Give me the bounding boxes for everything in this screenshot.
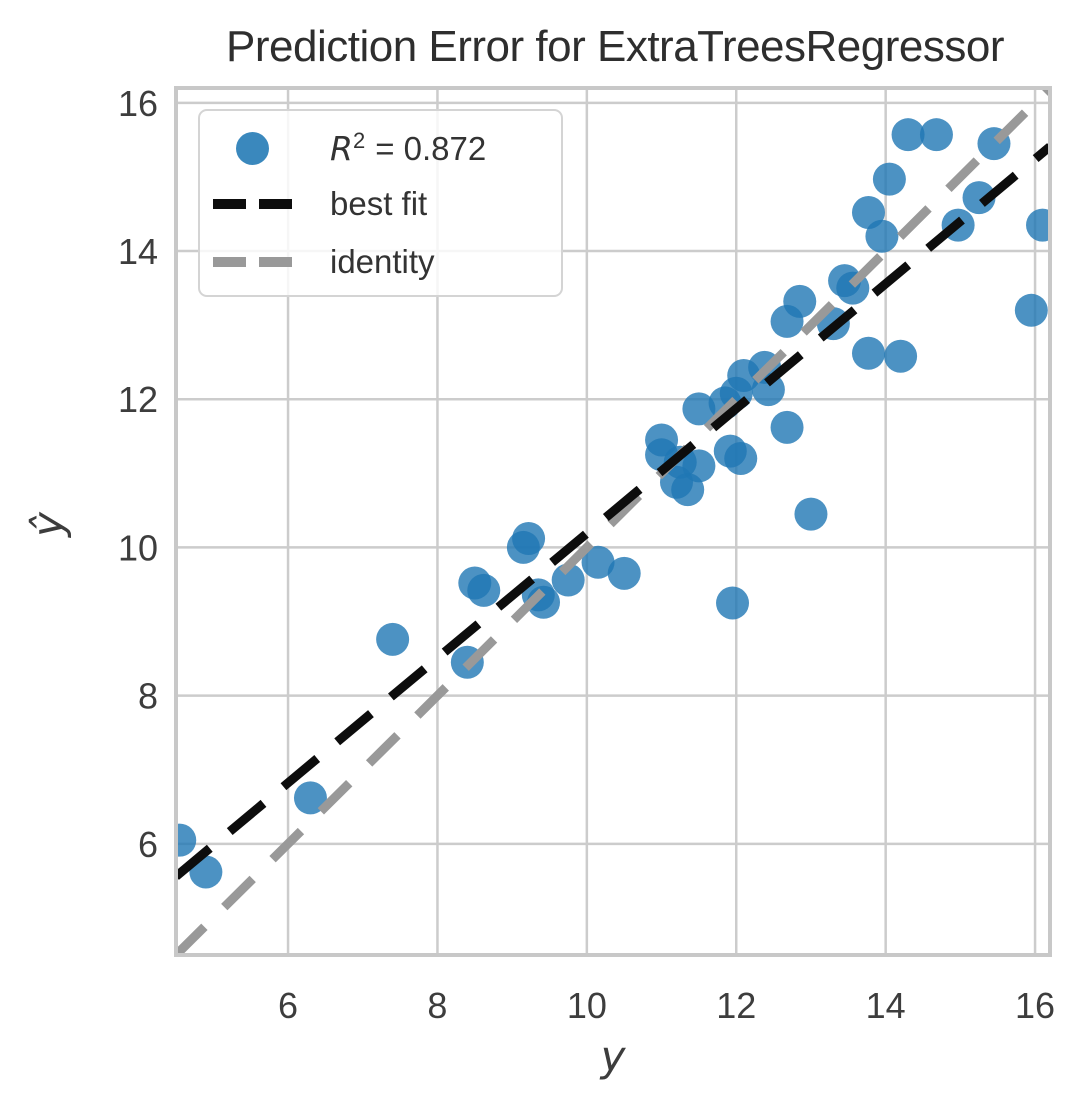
y-tick-label: 10 [118,527,158,568]
scatter-point [891,118,925,152]
scatter-point [512,522,546,556]
x-tick-label: 10 [567,985,607,1026]
legend-box: R2 = 0.872 best fit identity [198,109,563,297]
r2-sup: 2 [352,127,366,153]
r2-var: R [330,128,353,168]
legend-row-identity: identity [200,237,561,287]
scatter-point [872,162,906,196]
scatter-point [293,781,327,815]
scatter-point [724,442,758,476]
x-tick-label: 16 [1015,985,1055,1026]
fit-lines-layer [176,88,1050,955]
scatter-point [919,118,953,152]
legend-label-identity: identity [330,243,435,280]
scatter-point [851,336,885,370]
scatter-point [1014,293,1048,327]
tick-labels: 6 8 10 12 14 16 6 8 10 12 14 16 [118,83,1055,1026]
legend-row-r2: R2 = 0.872 [200,123,561,173]
scatter-point [176,823,197,857]
x-tick-label: 14 [866,985,906,1026]
y-tick-label: 8 [138,676,158,717]
black-dash-icon [212,199,292,209]
scatter-point [962,181,996,215]
scatter-point [716,586,750,620]
y-tick-label: 12 [118,379,158,420]
scatter-point [376,622,410,656]
y-axis-label: ŷ [23,512,73,537]
legend-label-r2: R2 = 0.872 [330,129,486,168]
y-tick-label: 14 [118,231,158,272]
x-axis-label: y [600,1032,626,1081]
scatter-point [467,573,501,607]
scatter-point [1026,208,1050,242]
identity-line [176,88,1050,955]
scatter-point [770,410,804,444]
legend-label-best-fit: best fit [330,185,428,222]
x-tick-label: 12 [716,985,756,1026]
best-fit-swatch [200,199,304,209]
y-tick-label: 6 [138,824,158,865]
r2-value: = 0.872 [375,129,487,167]
scatter-point [682,392,716,426]
scatter-point [783,284,817,318]
scatter-dot-icon [235,131,269,165]
plot-border [174,86,1052,957]
scatter-point [884,339,918,373]
scatter-marker-swatch [200,131,304,165]
scatter-point [671,473,705,507]
y-tick-label: 16 [118,83,158,124]
scatter-point [551,563,585,597]
scatter-points-layer [176,118,1050,889]
scatter-point [607,556,641,590]
chart-title: Prediction Error for ExtraTreesRegressor [226,22,1004,71]
best-fit-line [176,143,1050,880]
x-tick-label: 8 [427,985,447,1026]
x-tick-label: 6 [278,985,298,1026]
scatter-point [581,545,615,579]
legend-row-best-fit: best fit [200,179,561,229]
scatter-point [794,497,828,531]
scatter-point [865,219,899,253]
gray-dash-icon [212,257,292,267]
identity-swatch [200,257,304,267]
